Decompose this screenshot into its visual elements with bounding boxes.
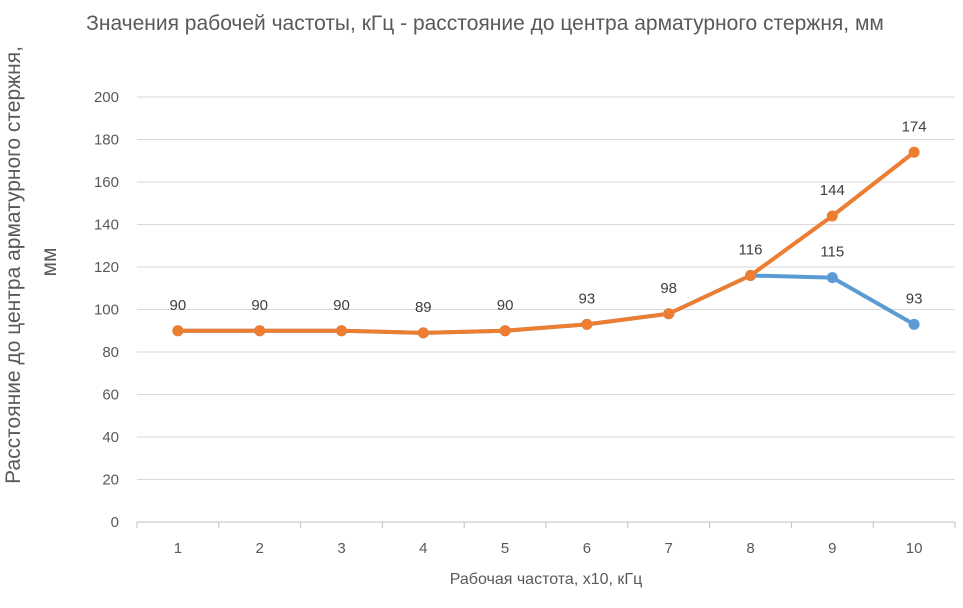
- x-tick-label: 1: [174, 540, 182, 557]
- data-label: 90: [333, 297, 350, 314]
- series-1-line: [175, 273, 917, 335]
- data-label: 98: [660, 280, 677, 297]
- series-2-point: [172, 325, 184, 337]
- series-2-line: [175, 150, 917, 335]
- series-2-point: [417, 327, 429, 339]
- chart-title: Значения рабочей частоты, кГц - расстоян…: [86, 12, 884, 35]
- data-label: 93: [906, 290, 923, 307]
- x-tick-label: 3: [337, 540, 345, 557]
- series-2-point: [745, 270, 756, 281]
- x-tick-label: 8: [746, 540, 754, 557]
- y-tick-label: 120: [94, 259, 119, 276]
- x-tick-label: 4: [419, 540, 427, 557]
- series-2-point: [336, 325, 347, 337]
- y-tick-label: 0: [111, 514, 119, 531]
- data-labels: 90 90 90 89 90 93 98 116 115 144 93 174: [170, 118, 927, 316]
- x-tick-label: 6: [583, 540, 591, 557]
- series-2-point: [908, 146, 920, 158]
- series-1-point: [826, 272, 838, 284]
- data-label: 115: [820, 244, 844, 261]
- series-2-point: [254, 325, 266, 337]
- series-2-point: [826, 210, 838, 222]
- x-tick-label: 7: [665, 540, 673, 557]
- x-tick-label: 2: [256, 540, 264, 557]
- x-tick-label: 10: [906, 540, 923, 557]
- series-2-point: [499, 325, 511, 337]
- data-label: 89: [415, 299, 432, 316]
- y-tick-label: 200: [94, 89, 119, 106]
- y-tick-label: 20: [102, 472, 119, 489]
- data-label: 90: [170, 297, 187, 314]
- data-label: 93: [579, 290, 596, 307]
- series-1-point: [908, 318, 920, 330]
- data-label: 90: [497, 297, 514, 314]
- y-tick-label: 60: [102, 387, 119, 404]
- x-tick-label: 9: [828, 540, 836, 557]
- data-label: 174: [902, 118, 927, 135]
- data-label: 116: [739, 242, 763, 259]
- y-tick-label: 160: [94, 174, 119, 191]
- y-tick-label: 40: [102, 429, 119, 446]
- data-label: 90: [251, 297, 268, 314]
- x-axis-title: Рабочая частота, х10, кГц: [450, 571, 642, 588]
- x-tick-label: 5: [501, 540, 509, 557]
- series-lines: [172, 146, 920, 339]
- y-axis-title-line-2: мм: [38, 248, 61, 277]
- y-tick-label: 80: [102, 344, 119, 361]
- series-2-point: [663, 308, 675, 320]
- series-2-point: [581, 318, 593, 330]
- data-label: 144: [820, 182, 845, 199]
- y-tick-label: 180: [94, 132, 119, 149]
- y-tick-label: 140: [94, 217, 119, 234]
- y-axis-title-line-1: Расстояние до центра арматурного стержня…: [2, 46, 25, 484]
- y-axis-title: Расстояние до центра арматурного стержня…: [2, 40, 61, 484]
- y-tick-label: 100: [94, 302, 119, 319]
